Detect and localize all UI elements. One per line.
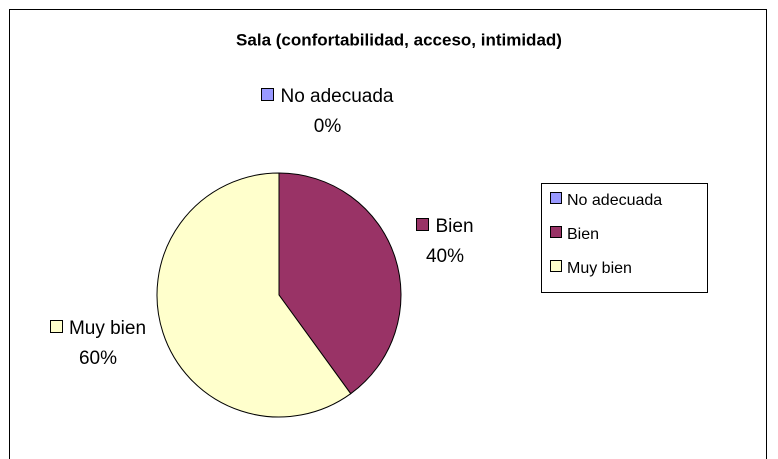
label-value: 0% xyxy=(313,116,342,137)
legend: No adecuada Bien Muy bien xyxy=(541,183,708,293)
label-key xyxy=(416,218,430,231)
data-label: No adecuada 0% xyxy=(240,82,415,142)
pie-slice xyxy=(156,172,352,418)
label-key xyxy=(49,320,63,333)
pie-slice xyxy=(278,172,402,395)
label-value: 60% xyxy=(78,348,118,369)
chart-frame xyxy=(9,9,767,459)
legend-key xyxy=(550,226,562,238)
chart-title: Sala (confortabilidad, acceso, intimidad… xyxy=(236,30,562,49)
legend-entry: Bien xyxy=(550,222,707,256)
label-key xyxy=(261,88,275,101)
legend-label: Bien xyxy=(567,226,600,243)
legend-label: No adecuada xyxy=(567,192,663,209)
data-label: Muy bien 60% xyxy=(28,314,168,374)
label-value: 40% xyxy=(425,246,465,267)
data-label: Bien 40% xyxy=(400,212,490,272)
legend-key xyxy=(550,260,562,272)
legend-key xyxy=(550,192,562,204)
legend-entry: Muy bien xyxy=(550,256,707,290)
legend-label: Muy bien xyxy=(567,260,632,277)
label-category: Bien xyxy=(435,216,474,237)
label-category: Muy bien xyxy=(68,318,147,339)
legend-entry: No adecuada xyxy=(550,188,707,222)
label-category: No adecuada xyxy=(280,86,394,107)
